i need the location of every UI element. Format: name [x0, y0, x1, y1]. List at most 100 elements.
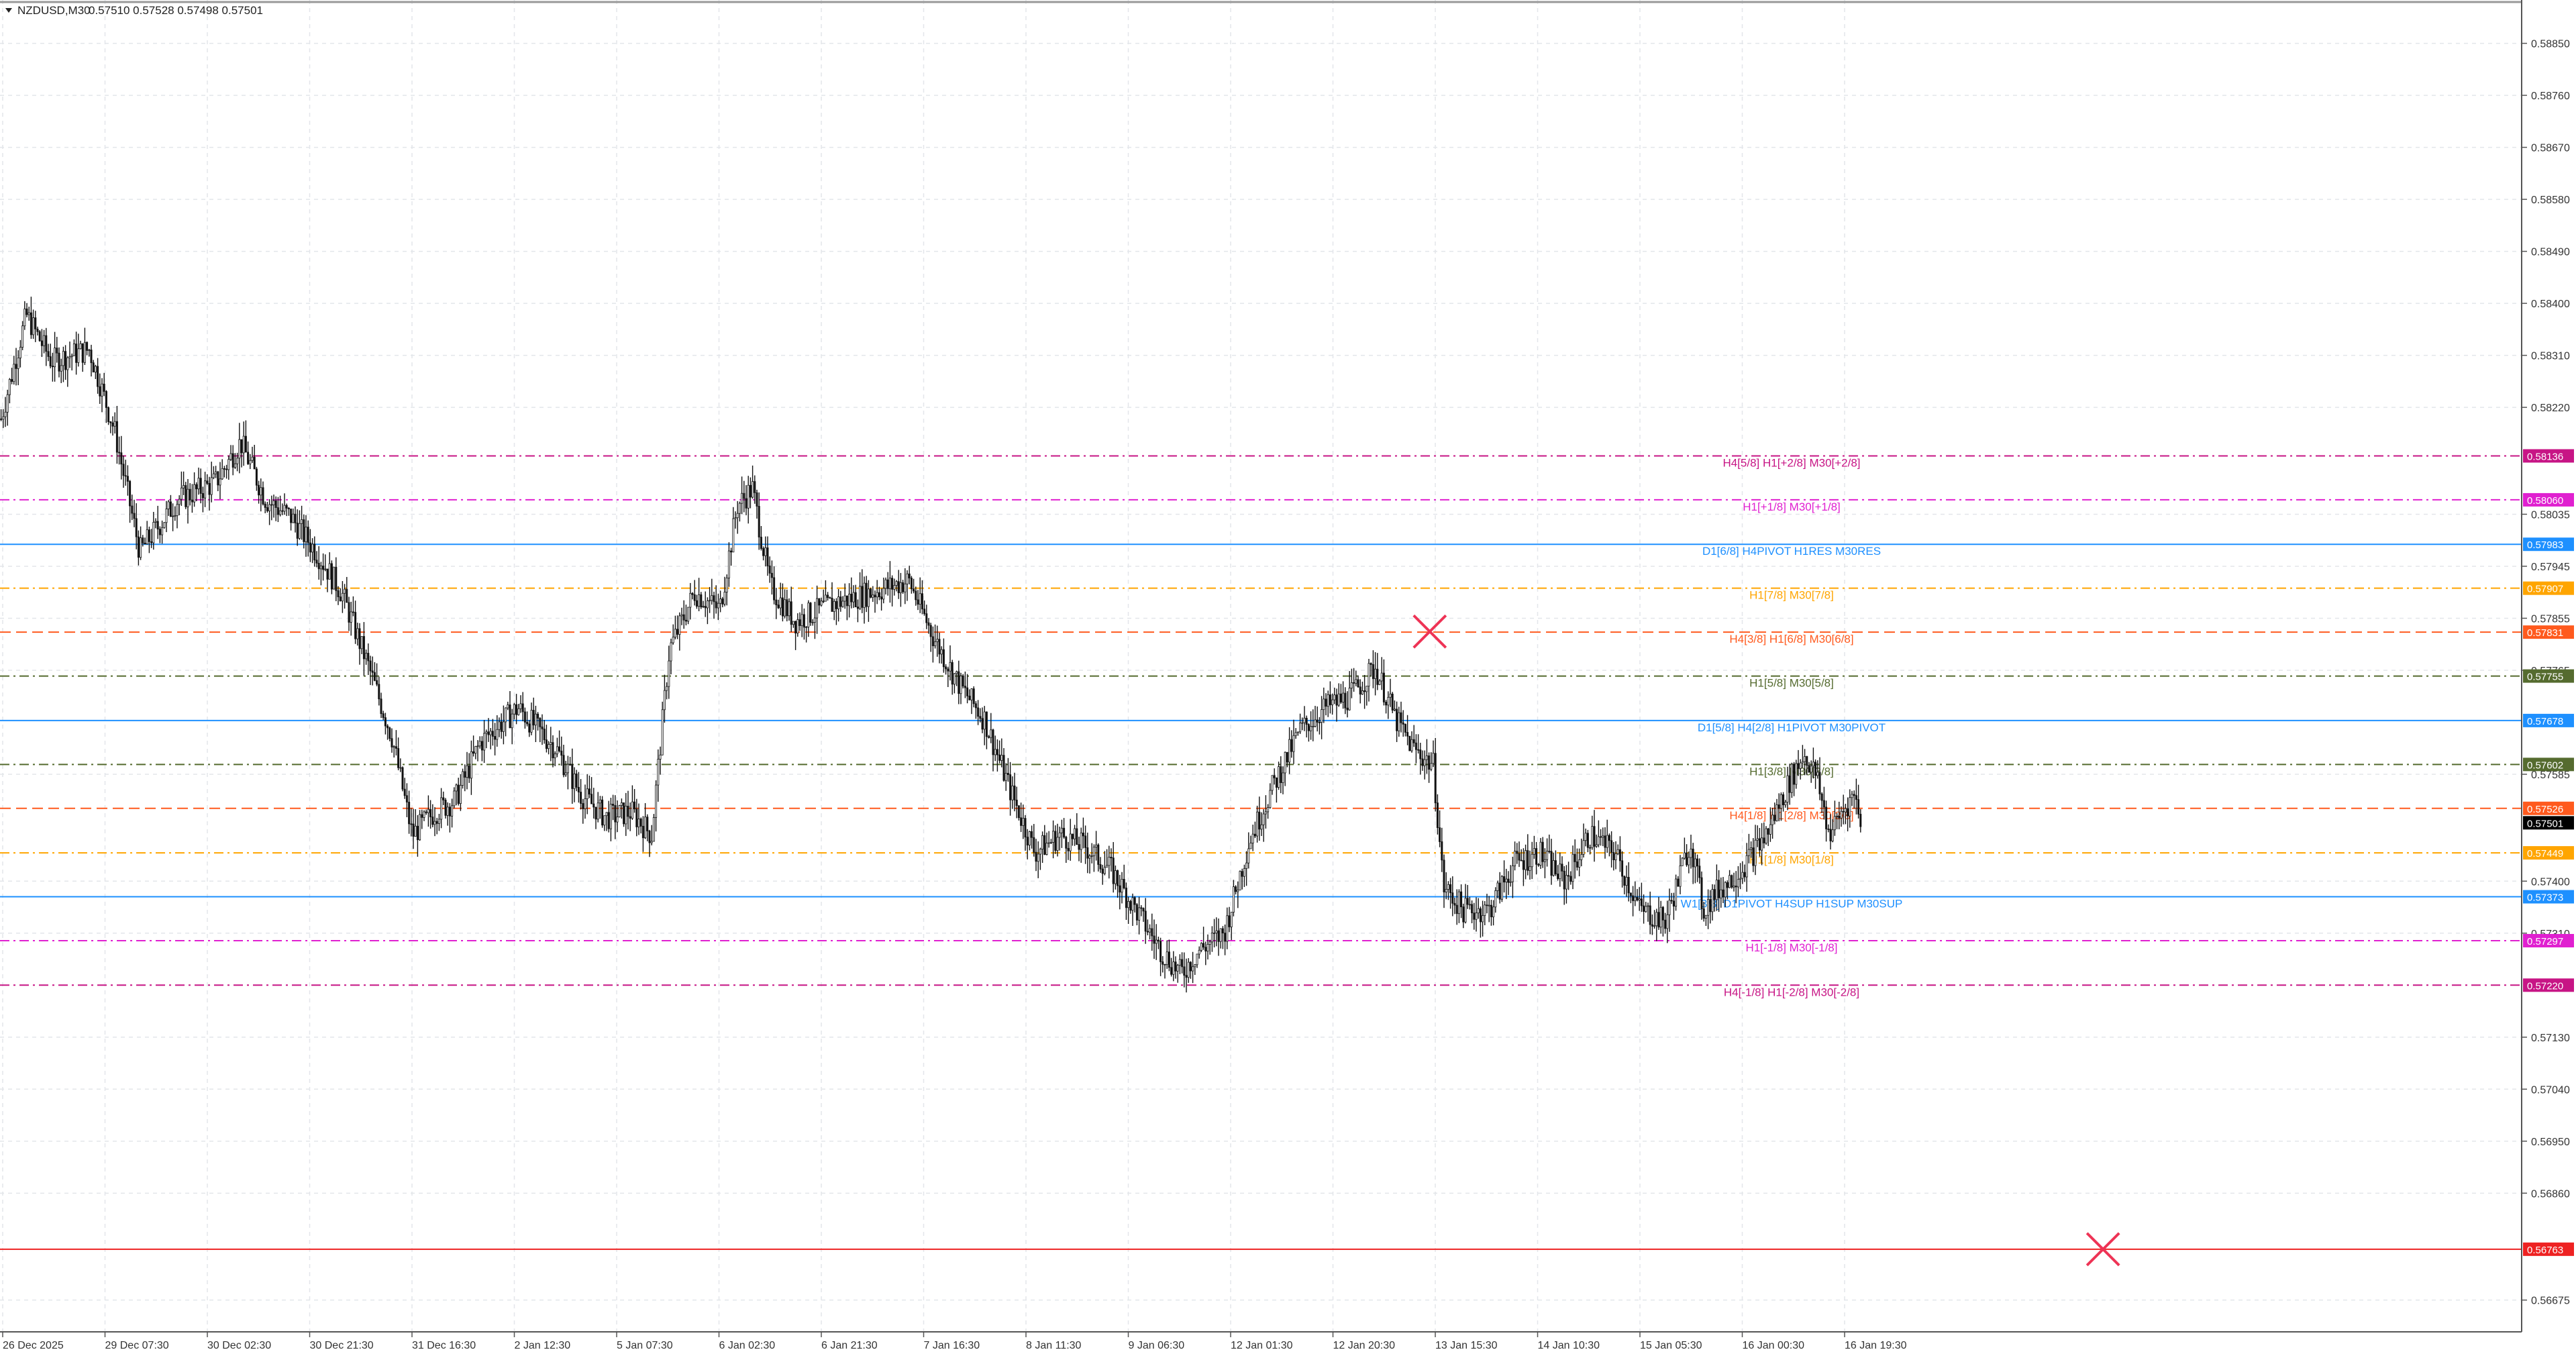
candle-body — [1323, 698, 1325, 710]
price-tag-label: 0.57983 — [2527, 539, 2563, 551]
candle-body — [1082, 833, 1084, 837]
candle-body — [803, 614, 805, 628]
candle-body — [1750, 847, 1753, 850]
candle-body — [945, 666, 947, 670]
candle-body — [1292, 735, 1295, 752]
candle-body — [1366, 686, 1368, 692]
candle-body — [1855, 795, 1857, 800]
candle-body — [684, 619, 687, 622]
candle-body — [1836, 815, 1839, 817]
candle-body — [1672, 900, 1675, 907]
candle-body — [212, 473, 215, 478]
candle-body — [1181, 959, 1184, 968]
candle-body — [219, 478, 221, 486]
candle-body — [1054, 831, 1057, 851]
candle-body — [378, 684, 380, 700]
candle-body — [1412, 739, 1415, 743]
candle-body — [537, 713, 539, 719]
candle-body — [1129, 901, 1132, 911]
candle-body — [427, 809, 429, 813]
candle-body — [749, 484, 752, 498]
price-tag — [2523, 492, 2574, 507]
candle-body — [695, 600, 698, 607]
candle-body — [732, 518, 735, 553]
candle-body — [264, 503, 266, 508]
candle-body — [1737, 879, 1739, 888]
candle-body — [75, 344, 78, 363]
candle-body — [1192, 966, 1194, 972]
candle-body — [1084, 835, 1087, 848]
chart-header: NZDUSD,M30 0.57510 0.57528 0.57498 0.575… — [5, 4, 263, 17]
candle-body — [861, 586, 864, 608]
candle-body — [403, 788, 406, 796]
candle-body — [1471, 904, 1474, 914]
time-tick-label: 31 Dec 16:30 — [412, 1340, 476, 1351]
candle-body — [193, 484, 196, 503]
candle-body — [521, 703, 524, 713]
candle-body — [285, 505, 288, 509]
candle-body — [86, 342, 89, 351]
candle-body — [1024, 818, 1027, 838]
candle-body — [601, 799, 604, 826]
candle-body — [1260, 824, 1263, 830]
candle-body — [1400, 712, 1402, 723]
candle-body — [1745, 855, 1748, 878]
candle-body — [1243, 868, 1245, 877]
candle-body — [1525, 850, 1527, 870]
candle-body — [1477, 908, 1480, 914]
candle-body — [1681, 857, 1684, 866]
candle-body — [906, 573, 909, 584]
candle-body — [1200, 943, 1202, 951]
price-tag — [2523, 449, 2574, 463]
candle-body — [1546, 851, 1549, 860]
candle-body — [1256, 811, 1259, 837]
candle-body — [1629, 892, 1632, 896]
candle-body — [1786, 775, 1789, 802]
candle-body — [109, 421, 112, 423]
triangle-down-icon[interactable] — [5, 8, 12, 13]
candle-body — [807, 603, 810, 627]
candle-body — [1305, 717, 1308, 725]
price-tag-label: 0.57678 — [2527, 716, 2563, 727]
candle-body — [672, 637, 674, 643]
candle-body — [1101, 868, 1104, 874]
candle-body — [1404, 724, 1406, 733]
candle-body — [1368, 663, 1370, 687]
candle-body — [1153, 935, 1155, 944]
candle-body — [936, 639, 939, 642]
candle-body — [358, 628, 361, 649]
candle-body — [1045, 843, 1048, 855]
candle-body — [603, 815, 606, 826]
candle-body — [421, 814, 423, 818]
price-tick-label: 0.56675 — [2531, 1296, 2570, 1307]
candle-body — [1718, 880, 1720, 898]
candle-body — [474, 745, 477, 754]
candle-body — [949, 662, 951, 672]
candle-body — [1484, 904, 1486, 916]
candle-body — [1097, 844, 1100, 865]
candle-body — [453, 790, 456, 806]
candle-body — [154, 521, 157, 523]
candle-body — [1838, 815, 1841, 819]
candle-body — [122, 464, 125, 476]
candle-body — [1447, 884, 1449, 890]
candle-body — [1133, 897, 1136, 905]
candle-body — [195, 484, 198, 490]
candle-body — [882, 588, 885, 600]
candle-body — [1686, 852, 1688, 866]
candle-body — [1117, 870, 1119, 886]
candle-body — [824, 594, 827, 602]
time-tick-label: 16 Jan 19:30 — [1845, 1340, 1907, 1351]
candle-body — [457, 784, 460, 804]
candle-body — [947, 668, 949, 672]
candle-body — [1271, 775, 1274, 791]
candle-body — [183, 485, 185, 488]
candle-body — [764, 547, 767, 556]
candle-body — [187, 488, 189, 507]
candle-body — [627, 805, 629, 817]
candle-body — [221, 468, 223, 480]
candle-body — [1535, 848, 1538, 865]
candle-body — [1106, 865, 1109, 868]
candle-body — [1516, 851, 1518, 854]
